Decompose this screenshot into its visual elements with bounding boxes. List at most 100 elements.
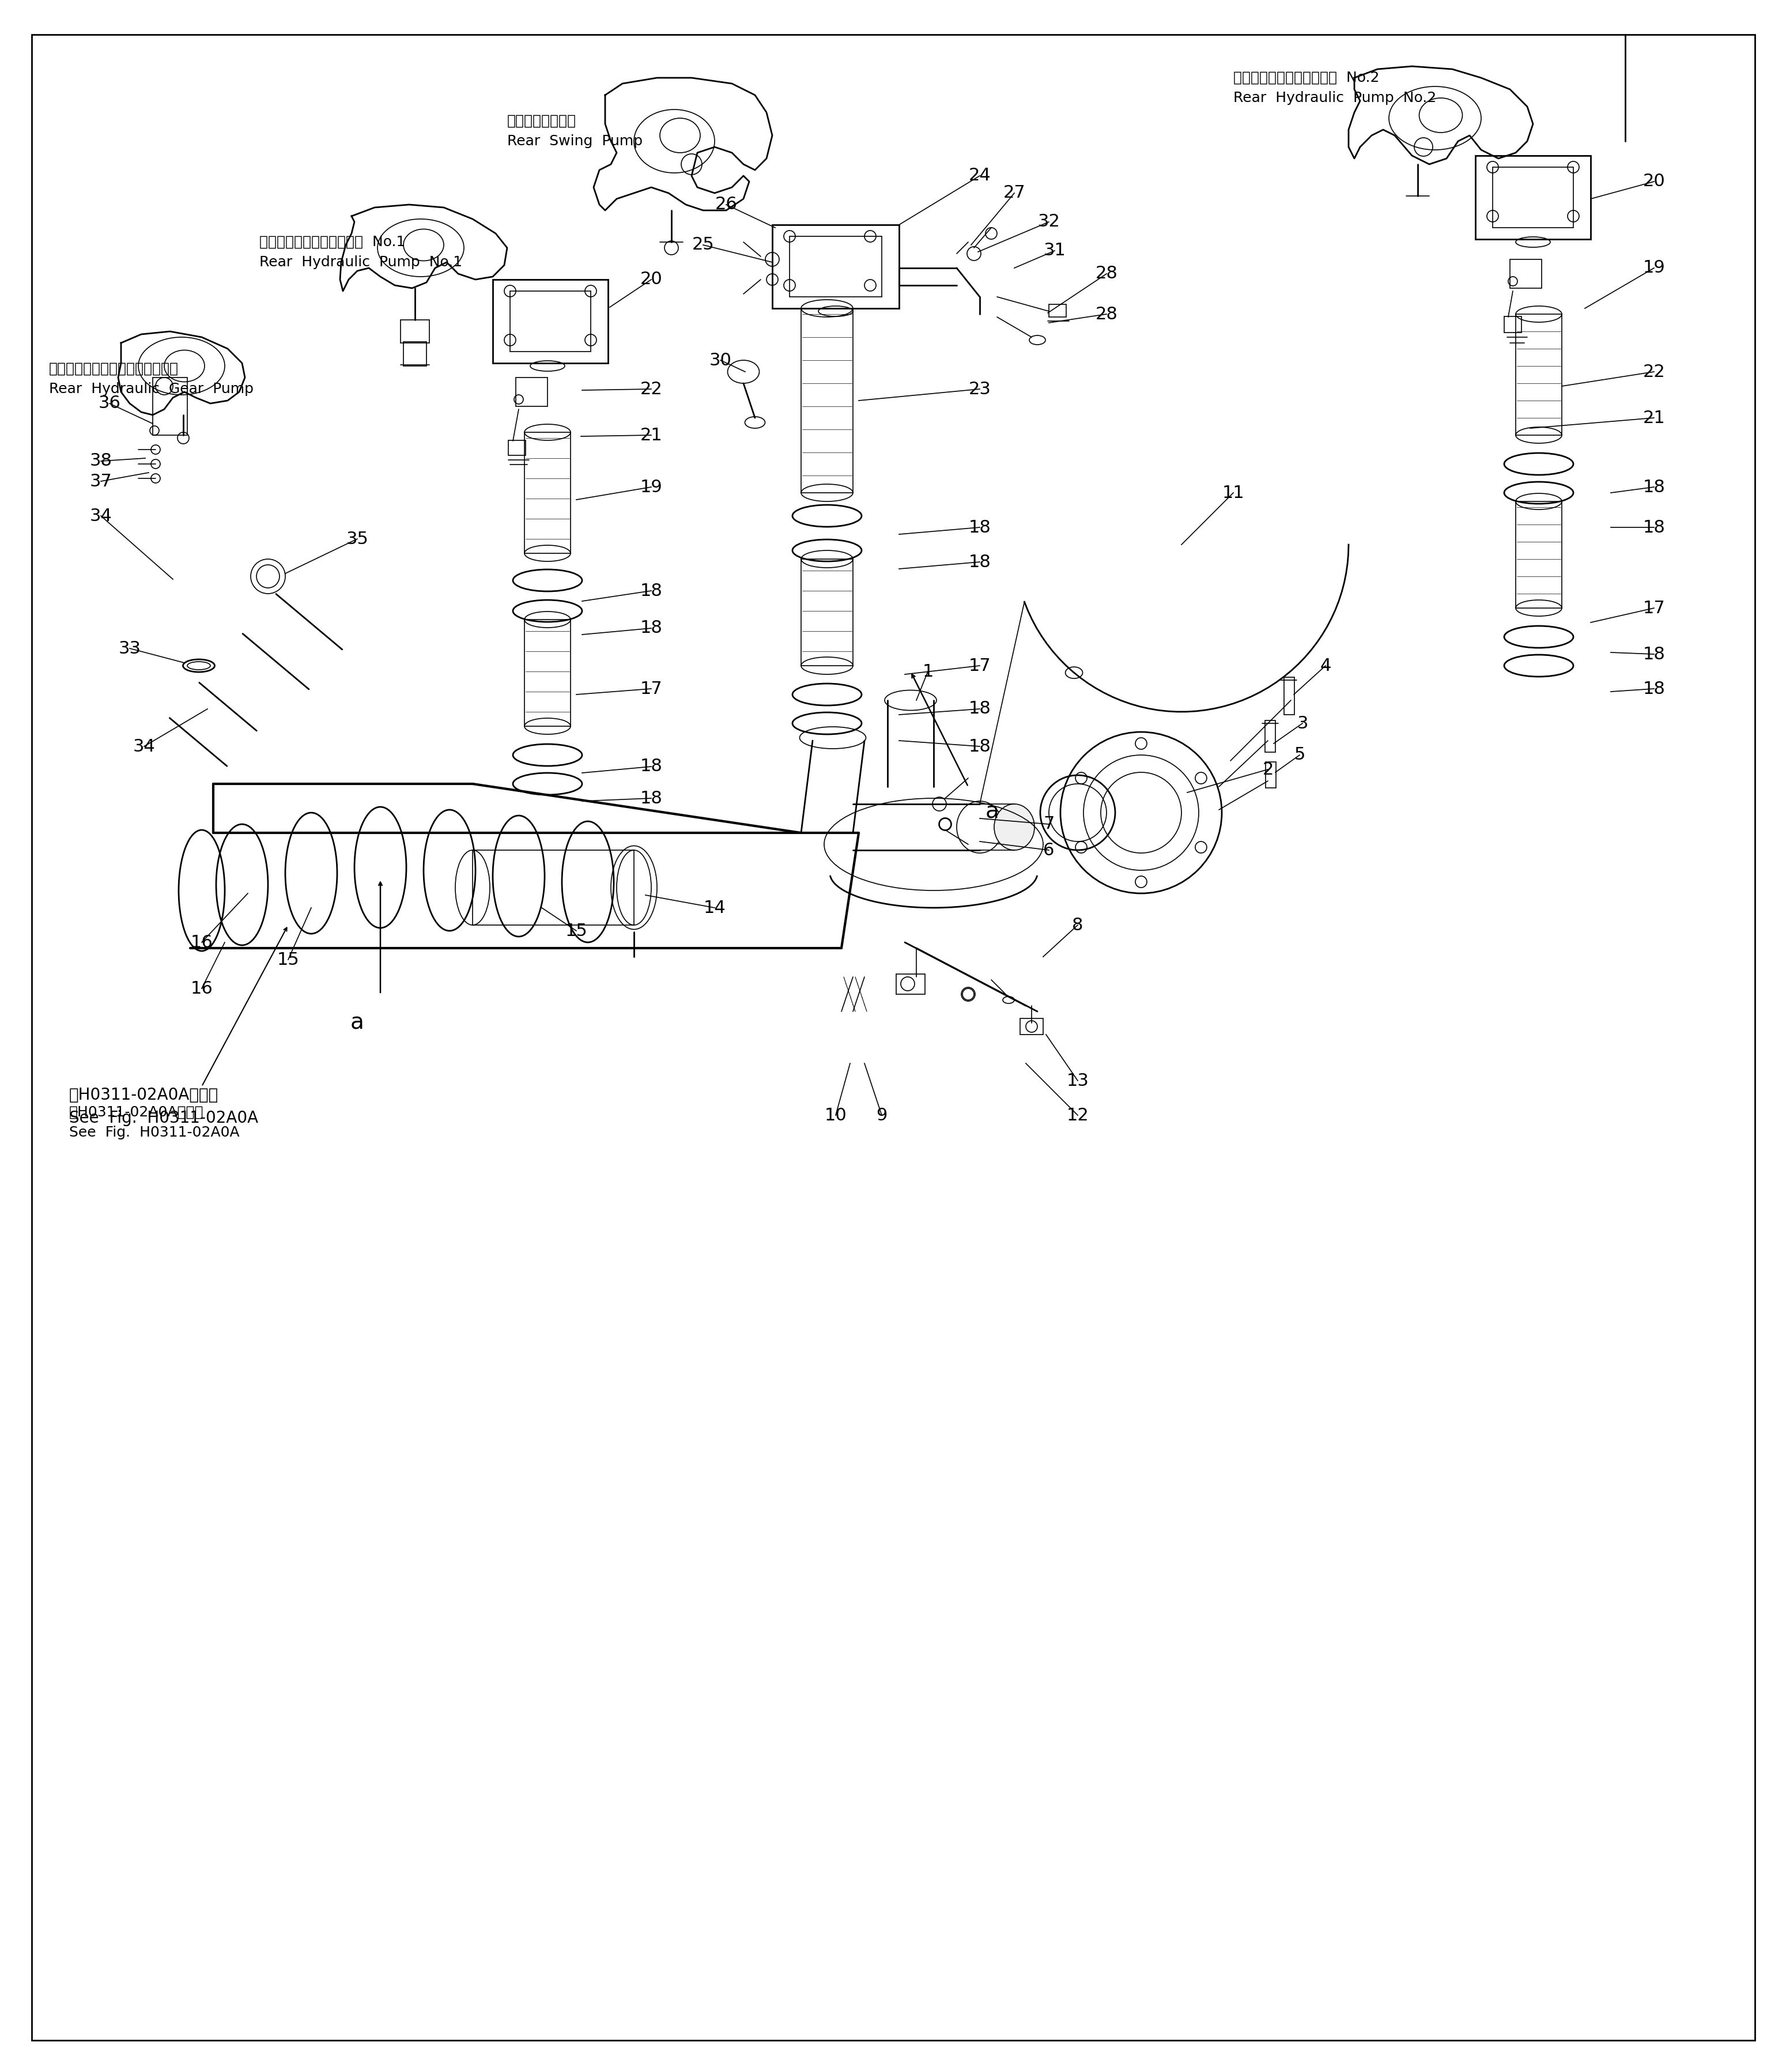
Bar: [1509, 259, 1541, 288]
Text: 25: 25: [691, 236, 714, 253]
Text: 17: 17: [1643, 599, 1665, 615]
Text: 28: 28: [1095, 307, 1118, 323]
Text: 34: 34: [89, 508, 113, 524]
Bar: [525, 433, 570, 553]
Text: 22: 22: [1643, 363, 1665, 379]
Bar: [1020, 1019, 1043, 1034]
Text: See  Fig.  H0311-02A0A: See Fig. H0311-02A0A: [70, 1111, 259, 1127]
Text: リヤー旋回ポンプ: リヤー旋回ポンプ: [507, 114, 577, 128]
Text: 8: 8: [1072, 916, 1084, 932]
Ellipse shape: [995, 804, 1034, 850]
Text: 19: 19: [1643, 259, 1665, 276]
Text: 18: 18: [639, 582, 663, 599]
Text: 18: 18: [639, 789, 663, 806]
Bar: [404, 342, 427, 367]
Text: 第H0311-02A0A図参照: 第H0311-02A0A図参照: [70, 1106, 204, 1119]
Text: 33: 33: [118, 640, 141, 657]
Text: 18: 18: [1643, 680, 1665, 696]
Text: 38: 38: [89, 452, 113, 470]
Text: 28: 28: [1095, 265, 1118, 282]
Text: 37: 37: [89, 472, 113, 489]
Text: 第H0311-02A0A図参照: 第H0311-02A0A図参照: [70, 1088, 218, 1102]
Text: 18: 18: [639, 620, 663, 636]
Text: 16: 16: [191, 980, 213, 997]
Text: 18: 18: [968, 553, 991, 570]
Text: 32: 32: [1038, 213, 1061, 230]
Bar: [789, 236, 882, 296]
Bar: [897, 974, 925, 995]
Text: 27: 27: [1004, 184, 1025, 201]
Bar: [1264, 721, 1275, 752]
Text: 22: 22: [639, 381, 663, 398]
Text: リヤーハイドロックポンプ  No.2: リヤーハイドロックポンプ No.2: [1234, 70, 1379, 85]
Text: 11: 11: [1222, 485, 1245, 501]
Text: 35: 35: [346, 530, 368, 547]
Text: 18: 18: [968, 700, 991, 717]
Text: 21: 21: [639, 427, 663, 443]
Text: 2: 2: [1263, 760, 1273, 777]
Bar: [802, 309, 854, 493]
Bar: [154, 377, 188, 435]
Text: 20: 20: [639, 271, 663, 288]
Text: 30: 30: [709, 352, 732, 369]
Text: 18: 18: [639, 758, 663, 775]
Text: 23: 23: [968, 381, 991, 398]
Text: 17: 17: [968, 657, 991, 673]
Text: 18: 18: [1643, 646, 1665, 663]
Text: リヤーハイドロックポンプ  No.1: リヤーハイドロックポンプ No.1: [259, 234, 405, 249]
Text: 14: 14: [704, 899, 725, 916]
Text: 18: 18: [1643, 479, 1665, 495]
Text: 36: 36: [98, 396, 121, 412]
Text: リヤーハイドロックギヤーポンプ: リヤーハイドロックギヤーポンプ: [48, 363, 179, 375]
Text: 31: 31: [1043, 242, 1066, 259]
Text: 18: 18: [968, 518, 991, 537]
Text: 1: 1: [922, 663, 934, 680]
Text: 15: 15: [564, 922, 588, 939]
Bar: [1475, 155, 1591, 238]
Bar: [1266, 762, 1275, 787]
Bar: [400, 319, 429, 344]
Text: 18: 18: [1643, 518, 1665, 537]
Bar: [1504, 317, 1522, 334]
Text: 10: 10: [825, 1106, 847, 1123]
Bar: [525, 620, 570, 725]
Text: 12: 12: [1066, 1106, 1089, 1123]
Text: 6: 6: [1043, 841, 1054, 858]
Text: 3: 3: [1297, 715, 1307, 731]
Bar: [511, 290, 591, 352]
Text: 15: 15: [277, 951, 300, 968]
Text: 9: 9: [877, 1106, 888, 1123]
Ellipse shape: [1100, 773, 1182, 854]
Bar: [473, 850, 634, 924]
Text: Rear  Swing  Pump: Rear Swing Pump: [507, 135, 643, 147]
Bar: [516, 377, 548, 406]
Text: Rear  Hydraulic  Gear  Pump: Rear Hydraulic Gear Pump: [48, 381, 254, 396]
Bar: [772, 224, 898, 309]
Bar: [1048, 305, 1066, 317]
Bar: [509, 441, 525, 456]
Text: 24: 24: [968, 168, 991, 184]
Text: 5: 5: [1295, 746, 1306, 762]
Text: 19: 19: [639, 479, 663, 495]
Text: 7: 7: [1043, 816, 1054, 833]
Bar: [493, 280, 607, 363]
Text: a: a: [986, 802, 998, 823]
Bar: [1516, 315, 1561, 435]
Text: 16: 16: [191, 934, 213, 951]
Bar: [1284, 678, 1295, 715]
Text: 21: 21: [1643, 410, 1665, 427]
Text: 13: 13: [1066, 1073, 1089, 1090]
Text: 20: 20: [1643, 174, 1665, 191]
Text: Rear  Hydraulic  Pump  No.2: Rear Hydraulic Pump No.2: [1234, 91, 1436, 106]
Text: See  Fig.  H0311-02A0A: See Fig. H0311-02A0A: [70, 1125, 239, 1140]
Text: 18: 18: [968, 738, 991, 754]
Text: 34: 34: [132, 738, 155, 754]
Text: 4: 4: [1320, 657, 1331, 673]
Bar: [802, 559, 854, 665]
Text: 26: 26: [714, 197, 738, 213]
Text: Rear  Hydraulic  Pump  No.1: Rear Hydraulic Pump No.1: [259, 255, 463, 269]
Bar: [1516, 501, 1561, 607]
Bar: [1493, 168, 1573, 228]
Text: 17: 17: [639, 680, 663, 696]
Text: a: a: [350, 1011, 364, 1034]
